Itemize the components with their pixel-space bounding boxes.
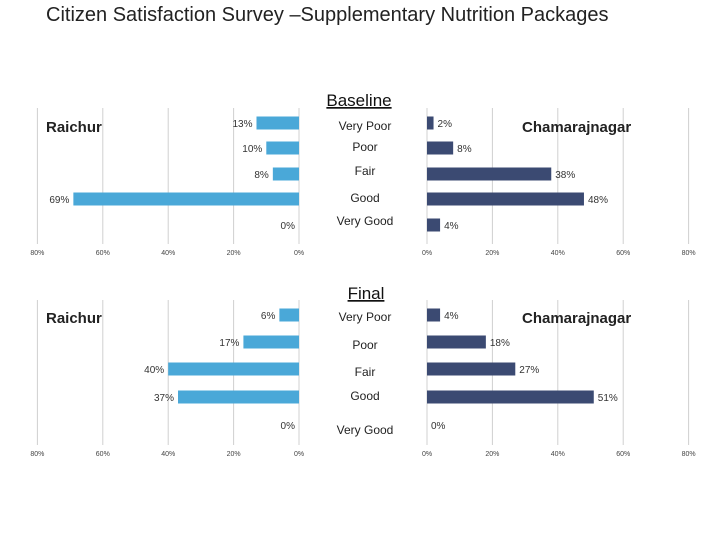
data-label-right: 51% <box>598 393 618 404</box>
category-label: Good <box>350 389 379 403</box>
bar-left <box>256 116 299 130</box>
tick-label-left: 40% <box>161 451 175 458</box>
tick-label-right: 0% <box>422 250 432 257</box>
category-label: Very Good <box>337 423 394 437</box>
data-label-left: 13% <box>232 119 252 130</box>
data-label-right: 4% <box>444 311 459 322</box>
category-label: Good <box>350 191 379 205</box>
data-label-left: 0% <box>281 221 296 232</box>
tick-label-left: 60% <box>96 250 110 257</box>
tick-label-left: 60% <box>96 451 110 458</box>
data-label-right: 2% <box>438 119 453 130</box>
category-label: Fair <box>355 365 376 379</box>
bar-left <box>243 335 299 349</box>
category-label: Very Poor <box>339 119 392 133</box>
chart-title: Baseline <box>326 91 391 110</box>
tick-label-right: 60% <box>616 451 630 458</box>
bar-right <box>427 308 441 322</box>
tick-label-left: 80% <box>30 250 44 257</box>
bar-right <box>427 218 441 232</box>
category-label: Very Good <box>337 214 394 228</box>
bar-right <box>427 192 584 206</box>
data-label-left: 6% <box>261 311 276 322</box>
tick-label-left: 20% <box>227 250 241 257</box>
tick-label-right: 40% <box>551 250 565 257</box>
bar-left <box>279 308 299 322</box>
bar-left <box>168 362 299 376</box>
bar-right <box>427 167 552 181</box>
tick-label-right: 80% <box>682 451 696 458</box>
page-title: Citizen Satisfaction Survey –Supplementa… <box>46 4 609 26</box>
data-label-left: 8% <box>254 170 269 181</box>
series-name-right: Chamarajnagar <box>522 310 631 327</box>
data-label-left: 0% <box>281 421 296 432</box>
data-label-right: 27% <box>519 365 539 376</box>
data-label-left: 69% <box>49 195 69 206</box>
data-label-left: 17% <box>219 338 239 349</box>
data-label-right: 18% <box>490 338 510 349</box>
bar-right <box>427 335 486 349</box>
tick-label-left: 80% <box>30 451 44 458</box>
tick-label-left: 0% <box>294 451 304 458</box>
tick-label-left: 0% <box>294 250 304 257</box>
data-label-right: 8% <box>457 144 472 155</box>
bar-right <box>427 141 454 155</box>
data-label-left: 37% <box>154 393 174 404</box>
bar-left <box>266 141 299 155</box>
category-label: Poor <box>352 140 377 154</box>
series-name-left: Raichur <box>46 310 102 327</box>
tick-label-right: 0% <box>422 451 432 458</box>
tick-label-right: 60% <box>616 250 630 257</box>
bar-left <box>73 192 300 206</box>
tick-label-left: 20% <box>227 451 241 458</box>
tick-label-right: 80% <box>682 250 696 257</box>
bar-left <box>178 390 299 404</box>
chart-title: Final <box>348 284 385 303</box>
tick-label-right: 40% <box>551 451 565 458</box>
tick-label-left: 40% <box>161 250 175 257</box>
series-name-left: Raichur <box>46 119 102 136</box>
tick-label-right: 20% <box>485 250 499 257</box>
data-label-right: 0% <box>431 421 446 432</box>
bar-right <box>427 116 434 130</box>
data-label-left: 40% <box>144 365 164 376</box>
series-name-right: Chamarajnagar <box>522 119 631 136</box>
category-label: Fair <box>355 164 376 178</box>
category-label: Poor <box>352 338 377 352</box>
category-label: Very Poor <box>339 310 392 324</box>
data-label-right: 38% <box>555 170 575 181</box>
data-label-right: 48% <box>588 195 608 206</box>
bar-right <box>427 390 594 404</box>
tick-label-right: 20% <box>485 451 499 458</box>
data-label-right: 4% <box>444 221 459 232</box>
bar-right <box>427 362 516 376</box>
bar-left <box>272 167 299 181</box>
data-label-left: 10% <box>242 144 262 155</box>
